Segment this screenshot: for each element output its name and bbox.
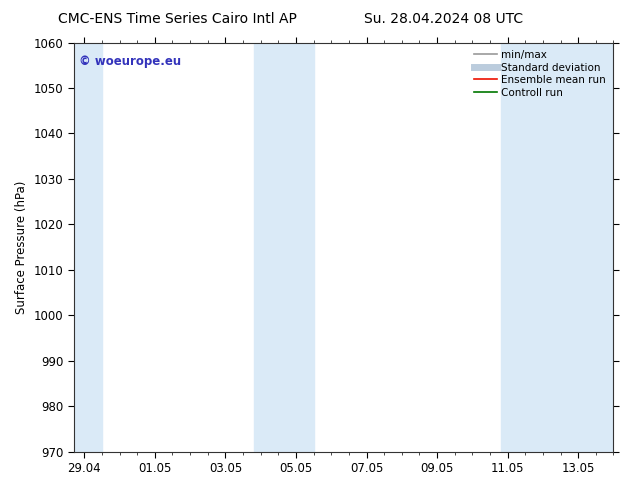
Bar bbox=[501, 43, 614, 452]
Legend: min/max, Standard deviation, Ensemble mean run, Controll run: min/max, Standard deviation, Ensemble me… bbox=[472, 48, 608, 100]
Y-axis label: Surface Pressure (hPa): Surface Pressure (hPa) bbox=[15, 180, 28, 314]
Text: CMC-ENS Time Series Cairo Intl AP: CMC-ENS Time Series Cairo Intl AP bbox=[58, 12, 297, 26]
Text: © woeurope.eu: © woeurope.eu bbox=[79, 55, 181, 68]
Bar bbox=[254, 43, 314, 452]
Text: Su. 28.04.2024 08 UTC: Su. 28.04.2024 08 UTC bbox=[365, 12, 523, 26]
Bar bbox=[74, 43, 102, 452]
